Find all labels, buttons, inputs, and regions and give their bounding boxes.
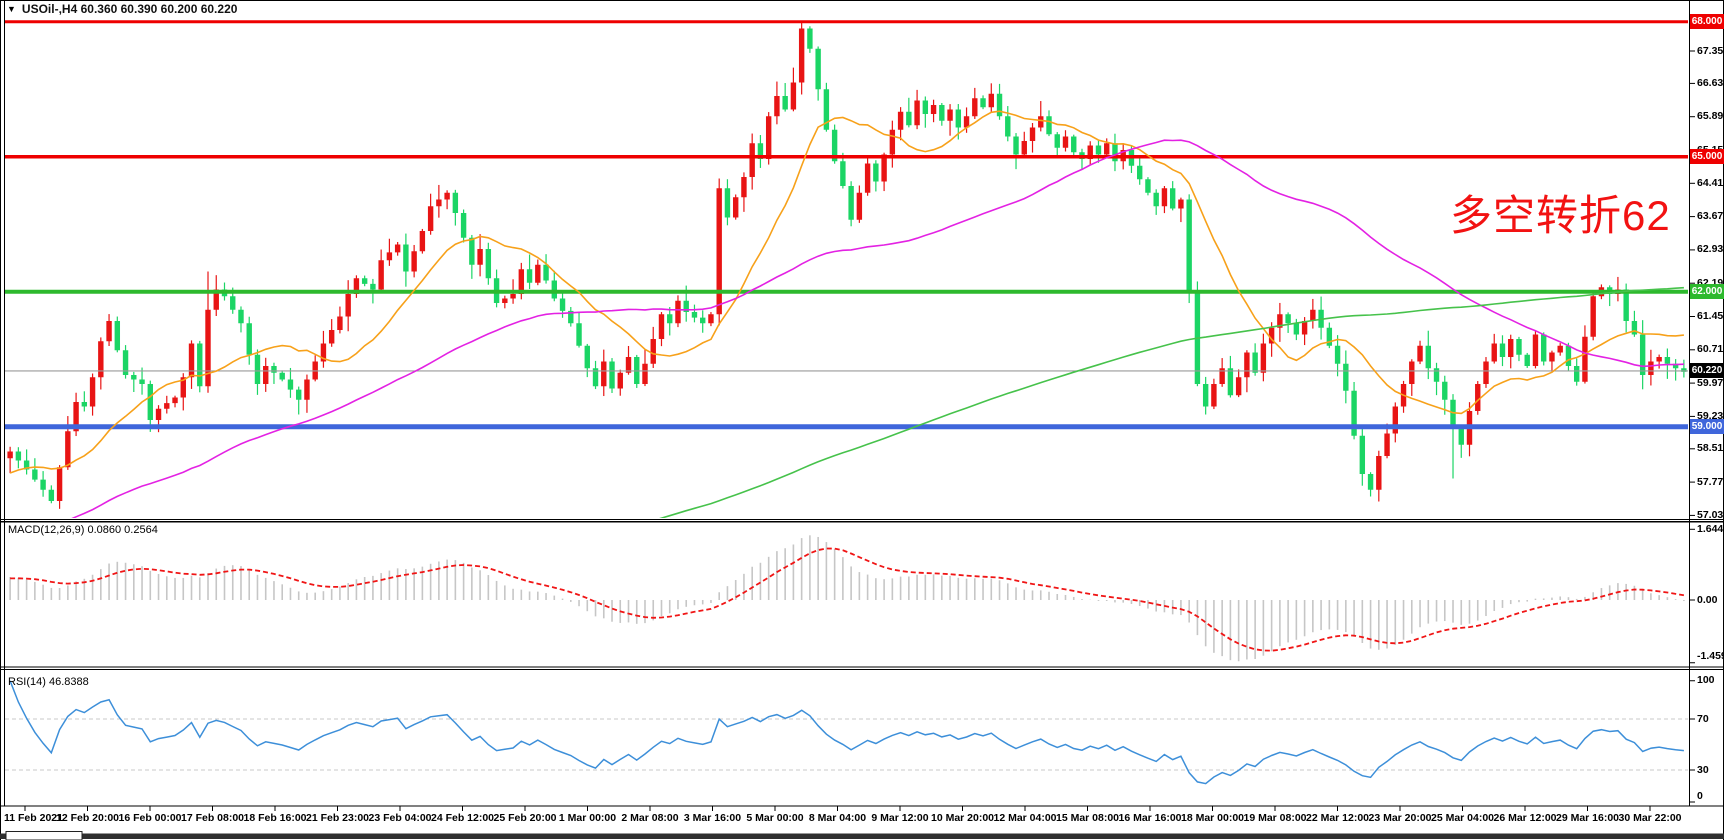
candles-layer [7,22,1687,509]
ma-medium-line [71,139,1684,518]
macd-signal-layer [10,547,1685,652]
ma-slow-line [659,286,1684,518]
macd-histogram [9,535,1685,662]
moving-averages-layer [9,110,1684,518]
macd-signal-line [10,547,1685,652]
axis-ticks [24,21,1695,811]
rsi-line [9,680,1684,785]
scrollbar-thumb[interactable] [5,831,83,840]
horizontal-level-lines [5,20,1688,430]
status-bar [0,831,1724,840]
ma-fast-line [9,110,1684,474]
rsi-layer [5,680,1688,785]
